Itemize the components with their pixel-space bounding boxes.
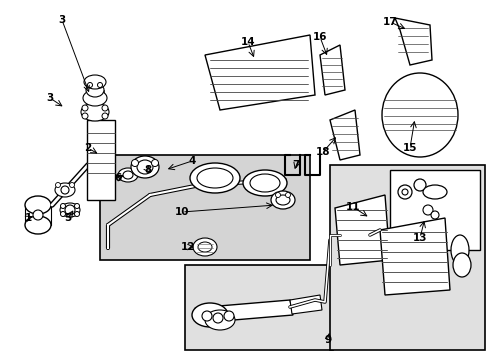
Circle shape [87, 82, 92, 87]
Polygon shape [195, 300, 292, 323]
Circle shape [55, 183, 61, 188]
Ellipse shape [452, 253, 470, 277]
Bar [86, 90, 104, 98]
Text: 2: 2 [84, 143, 91, 153]
Bar [100, 155, 309, 260]
Circle shape [397, 185, 411, 199]
Circle shape [285, 193, 290, 198]
Text: 18: 18 [315, 147, 329, 157]
Circle shape [102, 105, 108, 111]
Bar [184, 265, 332, 350]
Bar [389, 170, 479, 250]
Ellipse shape [123, 171, 133, 179]
Text: 10: 10 [174, 207, 189, 217]
Ellipse shape [422, 185, 446, 199]
Text: 3: 3 [46, 93, 54, 103]
Text: 8: 8 [144, 165, 151, 175]
Ellipse shape [450, 235, 468, 265]
Ellipse shape [25, 196, 51, 214]
Polygon shape [379, 218, 449, 295]
Circle shape [82, 105, 88, 111]
Text: 12: 12 [181, 242, 195, 252]
Circle shape [275, 193, 280, 198]
Text: 11: 11 [345, 202, 360, 212]
Circle shape [413, 179, 425, 191]
Ellipse shape [86, 83, 104, 97]
Bar [87, 120, 115, 200]
Ellipse shape [198, 242, 212, 252]
Text: 4: 4 [188, 156, 195, 166]
Circle shape [74, 203, 80, 208]
Text: 16: 16 [312, 32, 326, 42]
Circle shape [74, 211, 80, 216]
Circle shape [131, 159, 138, 166]
Circle shape [82, 113, 88, 119]
Circle shape [61, 203, 65, 208]
Ellipse shape [275, 195, 289, 205]
Circle shape [151, 159, 158, 166]
Polygon shape [289, 295, 321, 314]
Circle shape [61, 211, 65, 216]
Ellipse shape [118, 168, 138, 182]
Text: 3: 3 [58, 15, 65, 25]
Circle shape [202, 311, 212, 321]
Circle shape [97, 82, 102, 87]
Text: 15: 15 [402, 143, 416, 153]
Text: 1: 1 [24, 213, 32, 223]
Ellipse shape [55, 183, 75, 197]
Ellipse shape [381, 73, 457, 157]
Ellipse shape [249, 174, 280, 192]
Polygon shape [204, 35, 314, 110]
Circle shape [33, 210, 43, 220]
Text: 6: 6 [114, 173, 122, 183]
Polygon shape [319, 45, 345, 95]
Circle shape [65, 205, 75, 215]
Ellipse shape [84, 75, 106, 89]
Ellipse shape [192, 303, 227, 327]
Ellipse shape [137, 160, 153, 174]
Circle shape [102, 113, 108, 119]
Ellipse shape [25, 216, 51, 234]
Text: 17: 17 [382, 17, 397, 27]
Text: 7: 7 [292, 160, 299, 170]
Polygon shape [394, 18, 431, 65]
Ellipse shape [193, 238, 217, 256]
Ellipse shape [131, 156, 159, 178]
Text: 9: 9 [324, 335, 331, 345]
Circle shape [69, 183, 74, 188]
Bar [25, 205, 51, 225]
Ellipse shape [243, 170, 286, 196]
Circle shape [430, 211, 438, 219]
Circle shape [422, 205, 432, 215]
Circle shape [213, 313, 223, 323]
Ellipse shape [190, 163, 240, 193]
Text: 13: 13 [412, 233, 427, 243]
Ellipse shape [204, 310, 235, 330]
Text: 5: 5 [64, 213, 71, 223]
Circle shape [61, 186, 69, 194]
Polygon shape [334, 195, 389, 265]
Ellipse shape [83, 90, 107, 106]
Ellipse shape [81, 103, 109, 121]
Ellipse shape [60, 203, 80, 217]
Ellipse shape [270, 191, 294, 209]
Polygon shape [329, 110, 359, 160]
Circle shape [401, 189, 407, 195]
Ellipse shape [197, 168, 232, 188]
Bar [329, 165, 484, 350]
Text: 14: 14 [240, 37, 255, 47]
Circle shape [224, 311, 234, 321]
